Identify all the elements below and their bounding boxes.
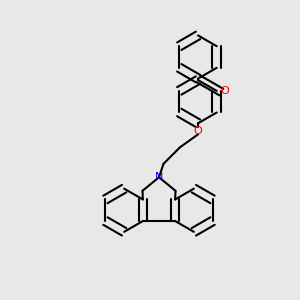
Text: N: N (155, 172, 163, 182)
Text: O: O (194, 126, 202, 136)
Text: O: O (220, 85, 230, 96)
